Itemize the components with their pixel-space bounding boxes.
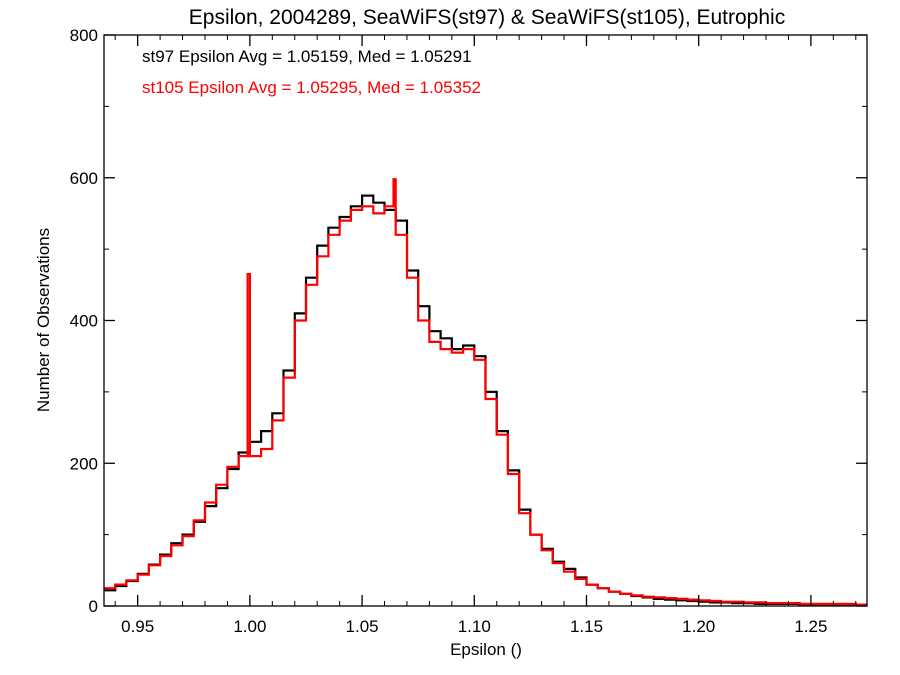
x-tick-label: 1.20 (682, 617, 715, 636)
plot-frame (103, 34, 868, 607)
x-tick-label: 1.00 (233, 617, 266, 636)
x-tick-label: 1.05 (346, 617, 379, 636)
y-axis-label: Number of Observations (34, 228, 53, 412)
chart-title: Epsilon, 2004289, SeaWiFS(st97) & SeaWiF… (189, 6, 785, 29)
axes-layer: 0.95 1.00 1.05 1.10 1.15 1.20 1.25 0 200 400 600 80… (70, 26, 868, 636)
x-axis-label: Epsilon () (450, 640, 522, 659)
series-st105-line (104, 178, 867, 606)
series-layer (104, 178, 867, 606)
y-tick-label: 200 (70, 454, 98, 473)
x-tick-label: 1.25 (794, 617, 827, 636)
y-tick-label: 0 (89, 597, 98, 616)
x-tick-label: 1.15 (570, 617, 603, 636)
x-tick-label: 0.95 (121, 617, 154, 636)
y-tick-label: 800 (70, 26, 98, 45)
legend-st97-stats: st97 Epsilon Avg = 1.05159, Med = 1.0529… (142, 47, 472, 66)
y-tick-label: 600 (70, 169, 98, 188)
x-tick-label: 1.10 (458, 617, 491, 636)
y-tick-label: 400 (70, 312, 98, 331)
series-st97-line (104, 194, 867, 606)
legend-st105-stats: st105 Epsilon Avg = 1.05295, Med = 1.053… (142, 78, 481, 97)
